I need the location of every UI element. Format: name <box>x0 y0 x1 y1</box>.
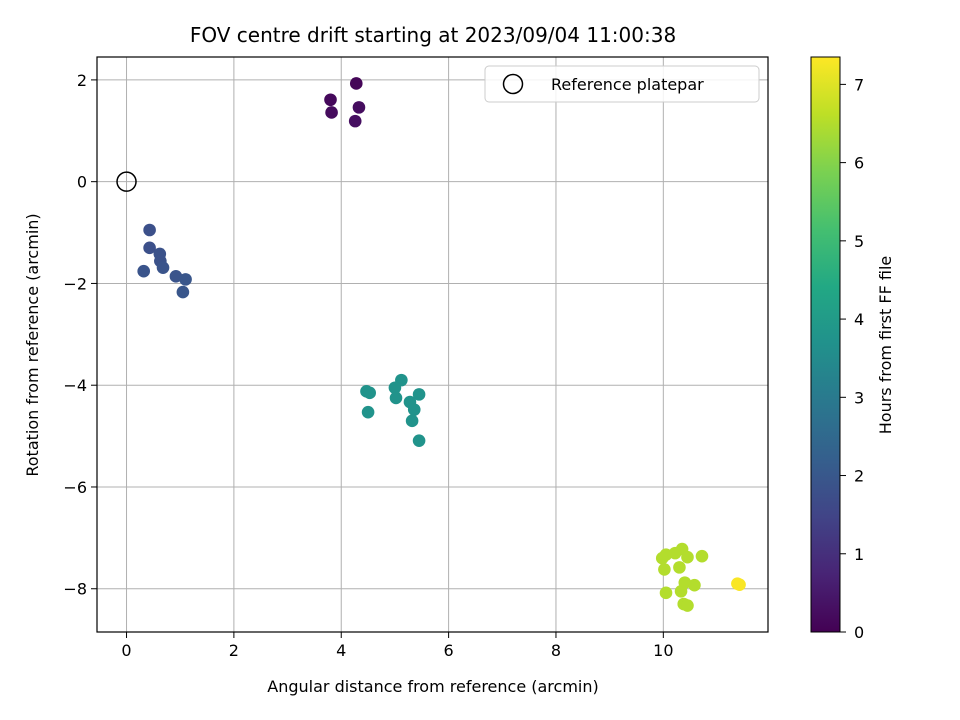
data-point <box>137 264 151 278</box>
colorbar-tick-label: 4 <box>854 310 864 329</box>
legend-label-reference: Reference platepar <box>551 75 704 94</box>
chart-title: FOV centre drift starting at 2023/09/04 … <box>190 23 676 47</box>
colorbar-tick-label: 6 <box>854 154 864 173</box>
colorbar: 0 1 2 3 4 5 6 7 Hours from first FF file <box>810 56 895 642</box>
data-point <box>169 270 183 283</box>
data-point <box>695 549 709 563</box>
data-point <box>388 381 402 395</box>
data-points <box>137 77 746 612</box>
legend-marker-icon <box>502 73 524 95</box>
y-tick-label: −6 <box>63 478 87 497</box>
colorbar-tick-label: 1 <box>854 545 864 564</box>
data-point <box>674 584 688 598</box>
y-axis-ticks: −8 −6 −4 −2 0 2 <box>63 71 97 599</box>
colorbar-tick-label: 0 <box>854 623 864 642</box>
colorbar-tick-label: 7 <box>854 75 864 94</box>
x-tick-label: 6 <box>444 641 454 660</box>
x-tick-label: 8 <box>551 641 561 660</box>
data-point <box>681 599 694 612</box>
data-point <box>363 386 376 400</box>
data-point <box>659 586 673 600</box>
data-point <box>179 273 192 286</box>
data-point <box>143 223 156 237</box>
y-axis-label: Rotation from reference (arcmin) <box>23 213 42 476</box>
y-tick-label: 2 <box>77 71 87 90</box>
data-point <box>733 578 746 591</box>
y-tick-label: −4 <box>63 376 87 395</box>
data-point <box>658 563 671 576</box>
data-point <box>325 106 338 119</box>
data-point <box>405 414 419 428</box>
colorbar-label: Hours from first FF file <box>876 256 895 435</box>
data-point <box>681 550 694 564</box>
data-point <box>673 561 686 574</box>
data-point <box>688 578 701 592</box>
data-point <box>349 77 363 90</box>
data-point <box>361 405 375 419</box>
data-point <box>176 285 190 299</box>
colorbar-tick-label: 5 <box>854 232 864 251</box>
x-axis-label: Angular distance from reference (arcmin) <box>267 677 598 696</box>
data-point <box>352 101 366 114</box>
data-point <box>156 261 170 274</box>
data-point <box>655 551 669 565</box>
colorbar-tick-label: 3 <box>854 388 864 407</box>
x-tick-label: 10 <box>653 641 673 660</box>
legend: Reference platepar <box>484 65 760 103</box>
y-tick-label: −2 <box>63 274 87 293</box>
data-point <box>412 434 426 447</box>
x-tick-label: 4 <box>336 641 346 660</box>
data-point <box>143 241 156 255</box>
x-axis-ticks: 0 2 4 6 8 10 <box>121 632 674 660</box>
legend-box <box>484 65 760 103</box>
y-tick-label: −8 <box>63 580 87 599</box>
data-point <box>348 114 362 128</box>
x-tick-label: 2 <box>229 641 239 660</box>
colorbar-gradient <box>810 56 841 633</box>
data-point <box>412 388 426 401</box>
data-point <box>407 403 421 416</box>
data-point <box>324 93 337 107</box>
plot-frame <box>96 56 769 633</box>
data-point <box>389 391 403 405</box>
x-tick-label: 0 <box>121 641 131 660</box>
colorbar-ticks: 0 1 2 3 4 5 6 7 <box>840 75 864 642</box>
grid-lines <box>97 57 768 632</box>
y-tick-label: 0 <box>77 173 87 192</box>
reference-platepar-marker <box>116 171 137 192</box>
colorbar-tick-label: 2 <box>854 467 864 486</box>
